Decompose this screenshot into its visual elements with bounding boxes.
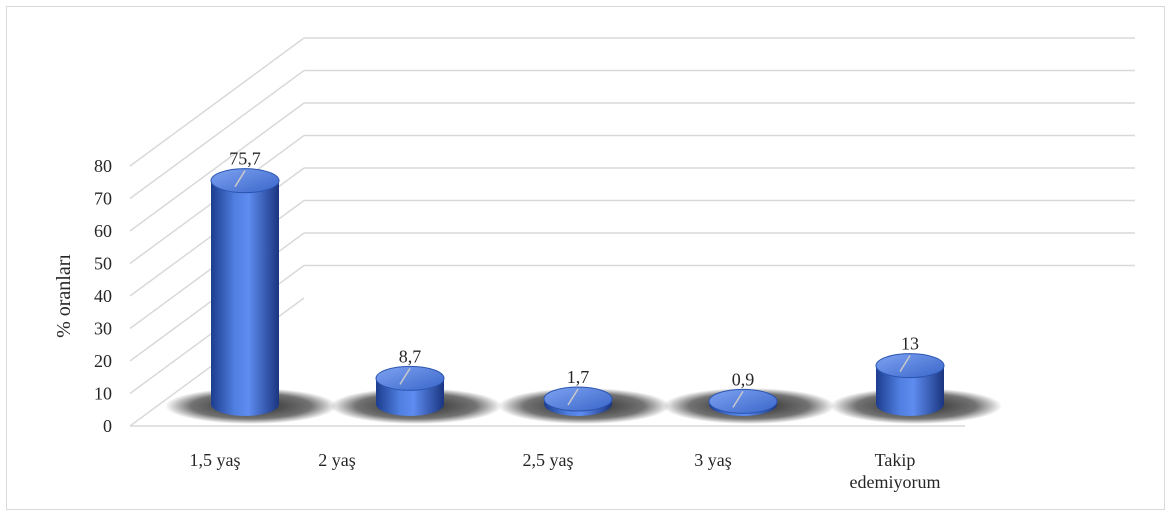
bar-top [210, 168, 280, 194]
y-tick-label: 60 [94, 221, 112, 241]
labels: 0 10 20 30 40 50 60 70 80 % oranları 75,7 8,7 1,7 0,9… [53, 149, 940, 492]
y-tick-label: 50 [94, 254, 112, 274]
data-label-leader [567, 388, 579, 406]
x-tick-label: 1,5 yaş [190, 450, 241, 470]
bar [876, 365, 944, 416]
y-tick-label: 80 [94, 156, 112, 176]
gridline-side-70 [129, 69, 305, 200]
y-axis-label: % oranları [53, 254, 75, 338]
bar-top [543, 386, 613, 412]
bar-top [375, 365, 445, 391]
bar-top [708, 388, 778, 414]
y-tick-label: 0 [103, 416, 112, 436]
bar-top [875, 353, 945, 379]
y-tick-label: 30 [94, 319, 112, 339]
data-label: 0,9 [732, 369, 755, 389]
x-tick-label: 3 yaş [694, 450, 732, 470]
gridline-side-80 [129, 37, 305, 167]
y-tick-label: 10 [94, 384, 112, 404]
x-tick-label: 2,5 yaş [523, 450, 574, 470]
bar [211, 180, 279, 416]
data-label: 13 [901, 334, 919, 354]
data-label-leader [399, 367, 411, 385]
x-tick-label: Takip [875, 450, 916, 470]
gridline-side-60 [129, 102, 305, 232]
y-tick-label: 70 [94, 189, 112, 209]
data-label-leader [899, 355, 911, 373]
y-tick-label: 20 [94, 351, 112, 371]
x-tick-label: 2 yaş [318, 450, 356, 470]
data-label-leader [234, 170, 246, 188]
data-label: 1,7 [567, 367, 590, 387]
data-label: 75,7 [229, 149, 261, 169]
data-label-leader [732, 390, 744, 408]
x-tick-label: edemiyorum [850, 472, 941, 492]
y-tick-label: 40 [94, 286, 112, 306]
data-label: 8,7 [399, 346, 422, 366]
bars [165, 168, 1002, 424]
gridlines [129, 37, 1135, 427]
